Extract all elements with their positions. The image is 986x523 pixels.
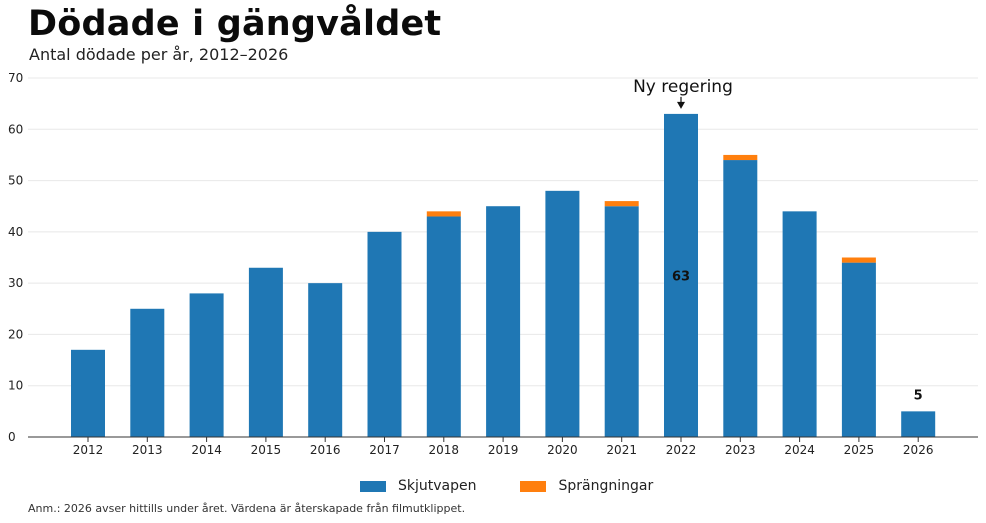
- y-axis-ticks: 0 10 20 30 40 50 60 70: [8, 71, 23, 444]
- y-tick-label: 70: [8, 71, 23, 85]
- bar-2017-skjutvapen: [367, 231, 402, 437]
- x-tick-label: 2019: [488, 443, 519, 457]
- legend-item-sprangningar: Sprängningar: [520, 478, 653, 494]
- x-tick-label: 2021: [606, 443, 637, 457]
- annotations: Ny regering: [633, 77, 733, 109]
- legend-swatch-sprangningar: [520, 480, 547, 492]
- data-label: 5: [914, 388, 923, 403]
- bar-2012-skjutvapen: [71, 349, 105, 437]
- x-tick-label: 2018: [429, 443, 460, 457]
- x-tick-label: 2025: [844, 443, 875, 457]
- bar-2018-sprangningar: [426, 211, 461, 217]
- y-tick-label: 30: [8, 276, 23, 290]
- y-tick-label: 10: [8, 379, 23, 393]
- bar-2019-skjutvapen: [486, 206, 521, 437]
- legend: Skjutvapen Sprängningar: [360, 478, 697, 494]
- legend-label-sprangningar: Sprängningar: [558, 478, 654, 494]
- bar-2020-skjutvapen: [545, 190, 580, 437]
- x-tick-label: 2022: [666, 443, 697, 457]
- bar-2025-skjutvapen: [841, 262, 876, 437]
- x-tick-label: 2026: [903, 443, 934, 457]
- y-tick-label: 50: [8, 174, 23, 188]
- legend-swatch-skjutvapen: [360, 480, 386, 492]
- bar-2015-skjutvapen: [248, 267, 283, 437]
- x-tick-label: 2013: [132, 443, 163, 457]
- bar-2018-skjutvapen: [426, 216, 461, 437]
- annotation-arrow-head: [677, 101, 685, 109]
- bar-chart: 0 10 20 30 40 50 60 70 2012 2013 2014 2015 2016 2017…: [8, 71, 978, 457]
- legend-label-skjutvapen: Skjutvapen: [398, 478, 477, 494]
- y-tick-label: 0: [8, 430, 16, 444]
- bar-2023-skjutvapen: [723, 160, 758, 438]
- bar-2021-sprangningar: [604, 201, 639, 207]
- annotation-text: Ny regering: [633, 77, 733, 97]
- bar-2022-skjutvapen: [664, 113, 698, 438]
- data-labels: 63 5: [672, 269, 923, 403]
- y-tick-label: 60: [8, 122, 23, 136]
- x-tick-label: 2023: [725, 443, 756, 457]
- bar-2025-sprangningar: [841, 257, 876, 263]
- legend-item-skjutvapen: Skjutvapen: [360, 478, 476, 494]
- x-tick-label: 2024: [784, 443, 815, 457]
- data-label: 63: [672, 269, 690, 284]
- bar-2023-sprangningar: [723, 154, 758, 161]
- chart-subtitle: Antal dödade per år, 2012–2026: [29, 45, 289, 64]
- chart-title: Dödade i gängvåldet: [28, 4, 442, 44]
- x-tick-label: 2015: [251, 443, 282, 457]
- footnote: Anm.: 2026 avser hittills under året. Vä…: [28, 502, 466, 515]
- x-tick-label: 2016: [310, 443, 341, 457]
- bar-2014-skjutvapen: [189, 293, 224, 437]
- x-tick-label: 2020: [547, 443, 578, 457]
- bar-2024-skjutvapen: [782, 211, 817, 437]
- x-tick-label: 2017: [369, 443, 400, 457]
- y-tick-label: 40: [8, 225, 23, 239]
- bar-2016-skjutvapen: [308, 283, 343, 437]
- x-tick-label: 2014: [191, 443, 222, 457]
- x-tick-label: 2012: [73, 443, 104, 457]
- x-axis-ticks: 2012 2013 2014 2015 2016 2017 2018 2019 2020 2021…: [73, 437, 934, 457]
- bar-2021-skjutvapen: [604, 206, 639, 437]
- bar-2013-skjutvapen: [130, 308, 165, 437]
- y-tick-label: 20: [8, 327, 23, 341]
- bar-2026-skjutvapen: [901, 411, 936, 437]
- bars: [71, 113, 936, 438]
